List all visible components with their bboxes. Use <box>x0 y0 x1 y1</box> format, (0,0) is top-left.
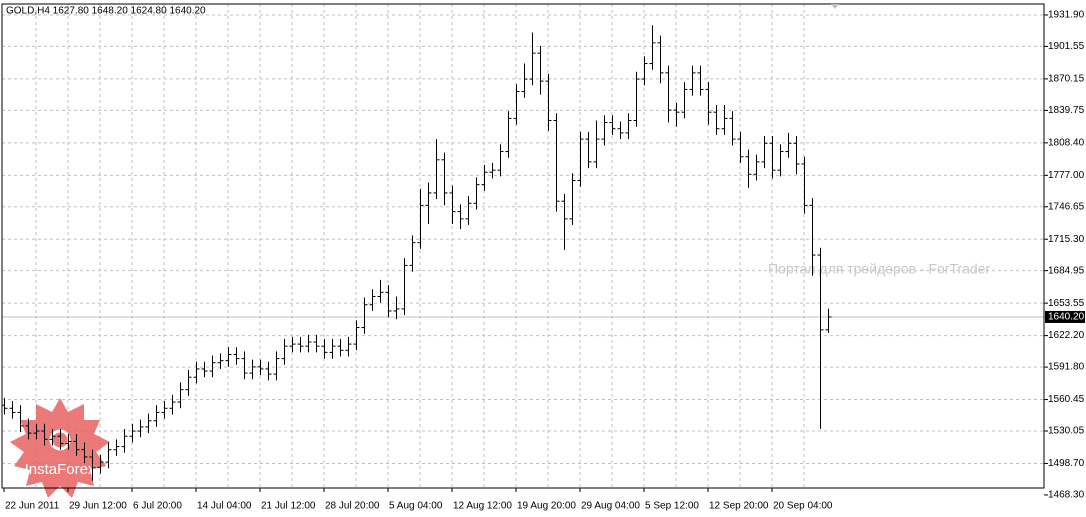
x-tick-label: 5 Aug 04:00 <box>389 501 443 512</box>
x-tick-label: 29 Aug 04:00 <box>581 501 640 512</box>
x-tick-label: 29 Jun 12:00 <box>69 501 127 512</box>
y-tick-label: 1560.45 <box>1048 394 1085 405</box>
grid <box>2 4 1044 488</box>
last-price-label: 1640.20 <box>1048 312 1085 323</box>
plot-frame <box>1 3 1045 489</box>
x-tick-label: 28 Jul 20:00 <box>325 501 380 512</box>
y-tick-label: 1839.75 <box>1048 105 1085 116</box>
y-tick-label: 1715.30 <box>1048 234 1085 245</box>
y-tick-label: 1746.65 <box>1048 201 1085 212</box>
y-tick-label: 1591.80 <box>1048 362 1085 373</box>
y-tick-label: 1468.30 <box>1048 490 1085 501</box>
y-tick-label: 1870.15 <box>1048 74 1085 85</box>
x-tick-label: 6 Jul 20:00 <box>133 501 182 512</box>
x-tick-label: 5 Sep 12:00 <box>645 501 699 512</box>
chart-header: GOLD,H4 1627.80 1648.20 1624.80 1640.20 <box>6 6 206 17</box>
y-tick-label: 1808.40 <box>1048 137 1085 148</box>
y-tick-label: 1777.00 <box>1048 170 1085 181</box>
shift-marker <box>831 4 839 9</box>
x-tick-label: 20 Sep 04:00 <box>773 501 833 512</box>
x-tick-label: 14 Jul 04:00 <box>197 501 252 512</box>
y-tick-label: 1653.55 <box>1048 298 1085 309</box>
x-tick-label: 22 Jun 2011 <box>5 501 60 512</box>
y-tick-label: 1622.20 <box>1048 330 1085 341</box>
y-tick-label: 1498.70 <box>1048 458 1085 469</box>
last-price-box <box>1045 310 1085 323</box>
y-tick-label: 1931.90 <box>1048 10 1085 21</box>
y-tick-label: 1530.05 <box>1048 426 1085 437</box>
x-tick-label: 12 Aug 12:00 <box>453 501 512 512</box>
x-tick-label: 19 Aug 20:00 <box>517 501 576 512</box>
logo-text: InstaForex <box>25 461 96 478</box>
y-tick-label: 1684.95 <box>1048 265 1085 276</box>
watermark: Портал для трейдеров - ForTrader <box>768 261 990 277</box>
x-tick-label: 12 Sep 20:00 <box>709 501 769 512</box>
y-tick-label: 1901.55 <box>1048 41 1085 52</box>
x-tick-label: 21 Jul 12:00 <box>261 501 316 512</box>
